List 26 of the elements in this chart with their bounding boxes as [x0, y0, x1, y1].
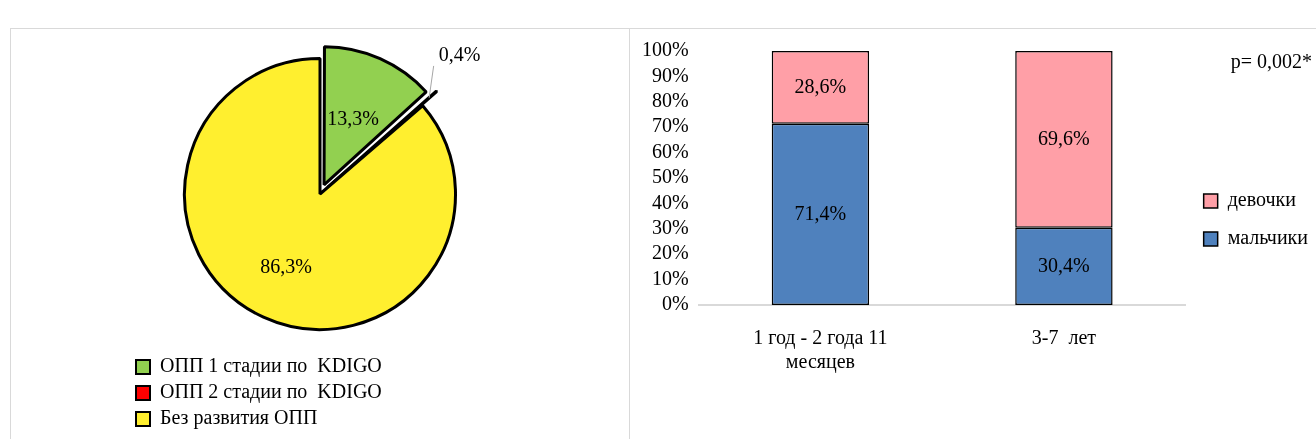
- y-tick-label: 0%: [661, 292, 689, 315]
- legend-label: мальчики: [1227, 226, 1309, 249]
- legend-label: ОПП 1 стадии по KDIGO: [160, 354, 382, 378]
- y-tick-label: 60%: [651, 139, 689, 162]
- data-label: 13,3%: [327, 106, 379, 129]
- data-label: 69,6%: [1038, 126, 1090, 149]
- y-tick-label: 30%: [651, 216, 689, 239]
- y-tick-label: 50%: [651, 165, 689, 188]
- y-tick-label: 10%: [651, 266, 689, 289]
- data-label: 71,4%: [794, 201, 847, 224]
- x-tick-label: 3-7 лет: [1031, 326, 1097, 349]
- legend-label: ОПП 2 стадии по KDIGO: [160, 380, 382, 404]
- y-tick-label: 100%: [641, 38, 689, 61]
- legend-label: девочки: [1227, 188, 1297, 212]
- data-label: 28,6%: [794, 74, 847, 97]
- y-tick-label: 40%: [651, 190, 689, 213]
- data-label: 86,3%: [260, 255, 312, 278]
- text: p= 0,002*: [1230, 50, 1312, 74]
- data-label: 0,4%: [438, 43, 481, 66]
- legend-label: Без развития ОПП: [160, 406, 318, 430]
- y-tick-label: 90%: [651, 63, 689, 86]
- y-tick-label: 70%: [651, 114, 689, 137]
- x-tick-label: 1 год - 2 года 11 месяцев: [753, 326, 888, 374]
- y-tick-label: 80%: [651, 89, 689, 112]
- data-label: 30,4%: [1038, 253, 1090, 276]
- y-tick-label: 20%: [651, 241, 689, 264]
